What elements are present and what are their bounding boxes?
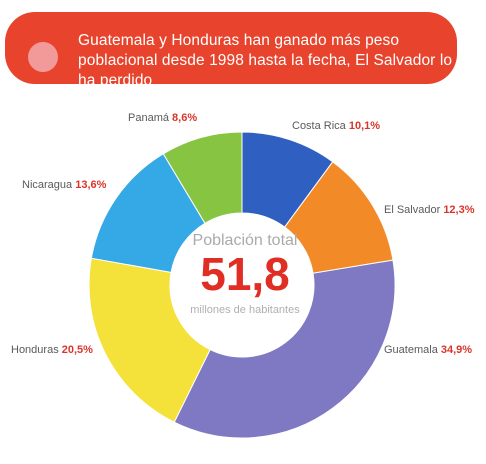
slice-name-el-salvador: El Salvador: [384, 204, 443, 216]
slice-name-guatemala: Guatemala: [384, 344, 441, 356]
headline-banner: Guatemala y Honduras han ganado más peso…: [5, 12, 457, 89]
slice-value-panama: 8,6%: [172, 112, 197, 124]
slice-value-guatemala: 34,9%: [441, 344, 472, 356]
headline-text: Guatemala y Honduras han ganado más peso…: [78, 32, 453, 89]
slice-labels: Costa Rica 10,1% El Salvador 12,3% Guatema…: [11, 112, 475, 356]
center-unit: millones de habitantes: [190, 304, 300, 316]
slice-label-nicaragua: Nicaragua 13,6%: [22, 179, 107, 191]
slice-name-nicaragua: Nicaragua: [22, 179, 75, 191]
slice-value-costa-rica: 10,1%: [349, 120, 380, 132]
slice-name-costa-rica: Costa Rica: [292, 120, 349, 132]
donut-hole: [170, 213, 314, 357]
slice-label-el-salvador: El Salvador 12,3%: [384, 204, 475, 216]
slice-label-honduras: Honduras 20,5%: [11, 344, 93, 356]
donut-slices: [88, 131, 396, 439]
slice-name-panama: Panamá: [128, 112, 172, 124]
slice-value-honduras: 20,5%: [62, 344, 93, 356]
slice-name-honduras: Honduras: [11, 344, 62, 356]
slice-label-panama: Panamá 8,6%: [128, 112, 197, 124]
slice-value-el-salvador: 12,3%: [443, 204, 474, 216]
slice-label-guatemala: Guatemala 34,9%: [384, 344, 472, 356]
slice-label-costa-rica: Costa Rica 10,1%: [292, 120, 380, 132]
bullet-dot-icon: [28, 42, 58, 72]
center-value: 51,8: [200, 248, 290, 300]
slice-value-nicaragua: 13,6%: [75, 179, 106, 191]
center-title: Población total: [193, 232, 298, 249]
